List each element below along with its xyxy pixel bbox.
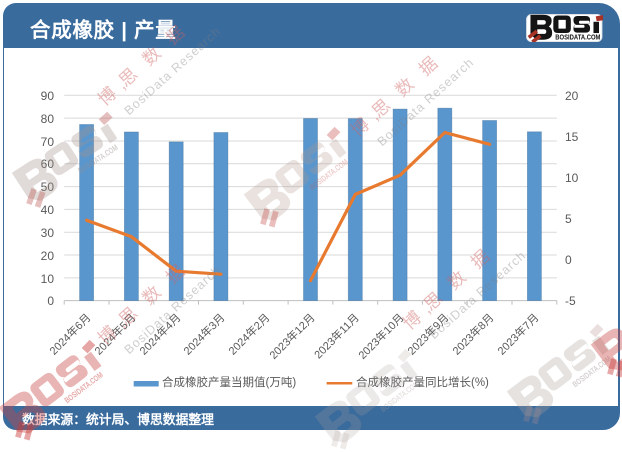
svg-text:BOSIDATA.COM: BOSIDATA.COM	[555, 35, 600, 42]
